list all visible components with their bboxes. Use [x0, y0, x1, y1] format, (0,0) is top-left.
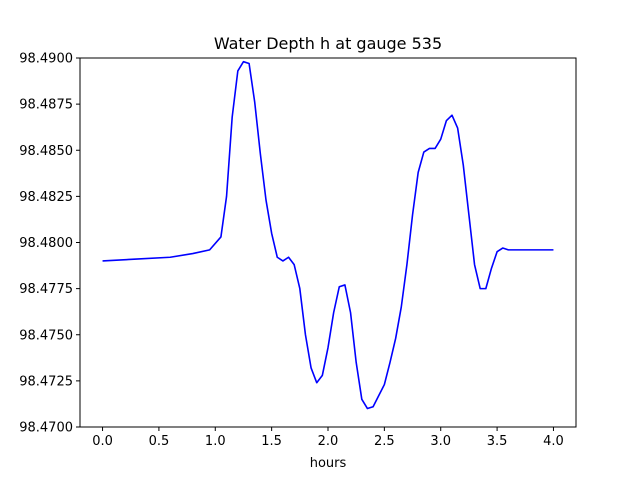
y-tick-label: 98.4850 [19, 144, 73, 159]
x-tick-label: 2.5 [374, 434, 395, 449]
y-tick-label: 98.4800 [19, 236, 73, 251]
y-tick-label: 98.4875 [19, 98, 73, 113]
x-axis: 0.0 0.5 1.0 1.5 2.0 2.5 3.0 3.5 4.0 [92, 427, 564, 449]
x-tick-label: 1.5 [261, 434, 282, 449]
x-axis-label: hours [310, 456, 347, 471]
y-tick-label: 98.4725 [19, 374, 73, 389]
plot-area [79, 57, 577, 428]
x-tick-label: 3.5 [487, 434, 508, 449]
y-tick-label: 98.4775 [19, 282, 73, 297]
x-tick-label: 2.0 [318, 434, 339, 449]
x-tick-label: 0.5 [149, 434, 170, 449]
y-axis: 98.4700 98.4725 98.4750 98.4775 98.4800 98.48… [19, 52, 80, 436]
y-tick-label: 98.4900 [19, 52, 73, 67]
x-tick-label: 0.0 [92, 434, 113, 449]
y-tick-label: 98.4700 [19, 421, 73, 436]
x-tick-label: 1.0 [205, 434, 226, 449]
x-tick-label: 4.0 [543, 434, 564, 449]
x-tick-label: 3.0 [430, 434, 451, 449]
plot-frame [79, 57, 577, 428]
y-tick-label: 98.4750 [19, 328, 73, 343]
chart-title: Water Depth h at gauge 535 [214, 34, 442, 53]
series-line-0 [102, 60, 554, 410]
y-tick-label: 98.4825 [19, 190, 73, 205]
